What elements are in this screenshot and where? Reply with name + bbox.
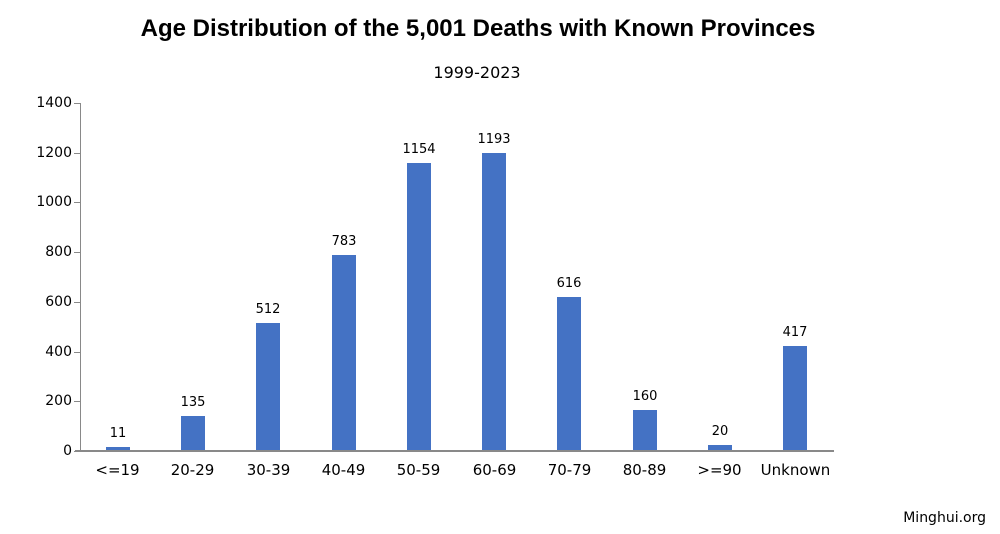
bar-value-label: 512: [255, 302, 281, 317]
bar: [482, 153, 506, 450]
bar: [633, 410, 657, 450]
bar: [407, 163, 431, 450]
bar-value-label: 135: [180, 395, 206, 410]
bar: [181, 416, 205, 450]
x-category-label: 70-79: [547, 461, 592, 479]
bar: [783, 346, 807, 450]
y-tick-label: 1000: [36, 194, 72, 210]
bar-value-label: 160: [632, 389, 658, 404]
y-tick-label: 1200: [36, 145, 72, 161]
y-tick-label: 800: [45, 244, 72, 260]
bar-value-label: 1193: [477, 132, 511, 147]
x-category-label: Unknown: [760, 461, 831, 479]
y-tick-label: 0: [63, 443, 72, 459]
x-category-label: 30-39: [246, 461, 291, 479]
y-axis-tick: [74, 202, 80, 203]
y-axis-tick: [74, 302, 80, 303]
x-category-label: >=90: [697, 461, 742, 479]
y-tick-label: 200: [45, 393, 72, 409]
bar-value-label: 20: [711, 424, 729, 439]
bar-value-label: 11: [109, 426, 127, 441]
chart-title: Age Distribution of the 5,001 Deaths wit…: [140, 15, 816, 42]
bar-value-label: 616: [556, 276, 582, 291]
chart-subtitle: 1999-2023: [433, 63, 521, 82]
bar: [332, 255, 356, 450]
x-axis-line: [75, 450, 834, 452]
x-category-label: 60-69: [472, 461, 517, 479]
y-axis-line: [80, 103, 81, 451]
x-category-label: <=19: [95, 461, 140, 479]
y-axis-tick: [74, 352, 80, 353]
bar: [256, 323, 280, 450]
bar-value-label: 783: [331, 234, 357, 249]
x-category-label: 80-89: [622, 461, 667, 479]
y-tick-label: 400: [45, 344, 72, 360]
bar: [708, 445, 732, 450]
y-axis-tick: [74, 451, 80, 452]
x-category-label: 20-29: [170, 461, 215, 479]
y-axis-tick: [74, 252, 80, 253]
bar-value-label: 417: [782, 325, 808, 340]
y-axis-tick: [74, 103, 80, 104]
y-axis-tick: [74, 153, 80, 154]
x-category-label: 50-59: [396, 461, 441, 479]
bar: [106, 447, 130, 450]
bar: [557, 297, 581, 450]
y-tick-label: 600: [45, 294, 72, 310]
y-tick-label: 1400: [36, 95, 72, 111]
bar-value-label: 1154: [402, 142, 436, 157]
x-category-label: 40-49: [321, 461, 366, 479]
source-label: Minghui.org: [903, 510, 986, 526]
y-axis-tick: [74, 401, 80, 402]
